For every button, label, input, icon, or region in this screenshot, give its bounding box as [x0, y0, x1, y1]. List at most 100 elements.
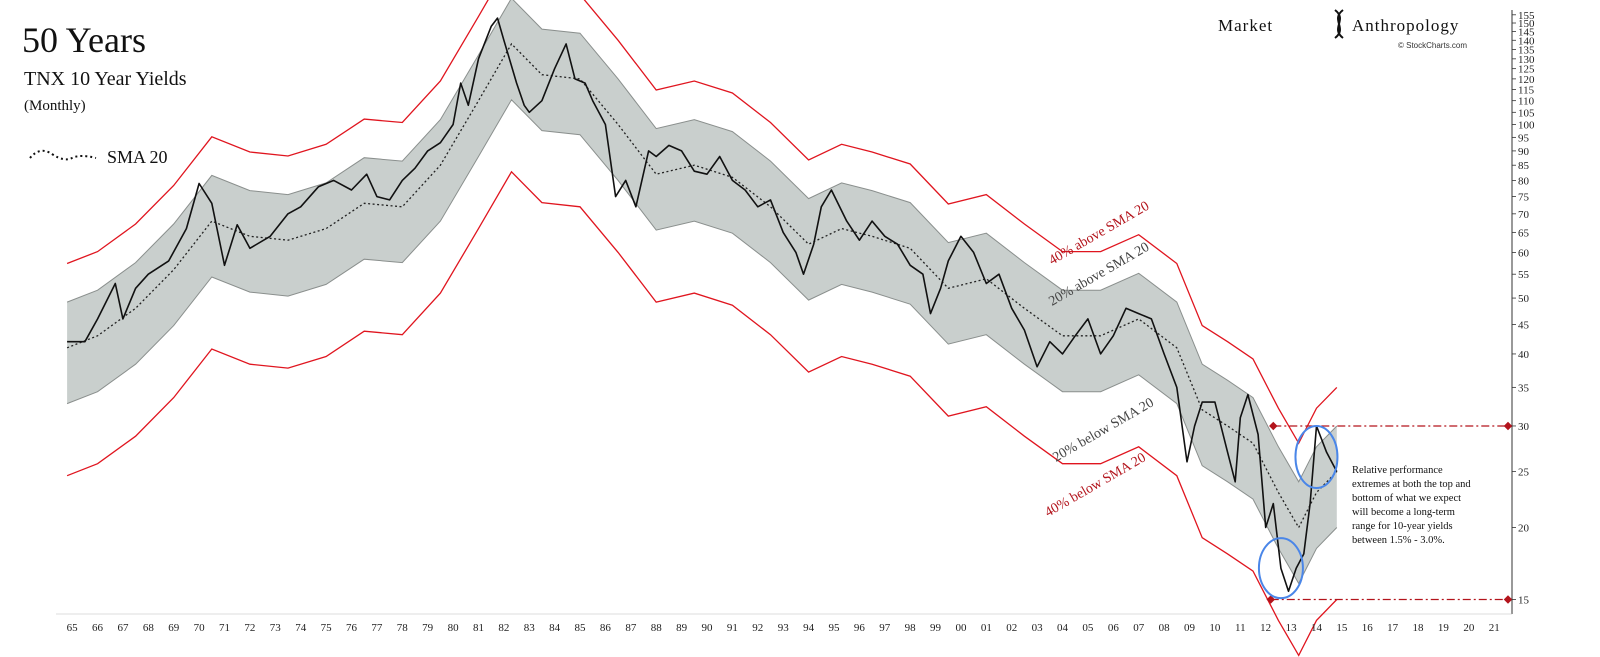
- y-tick-label: 50: [1518, 293, 1530, 305]
- x-tick-label: 88: [651, 622, 663, 634]
- y-tick-label: 35: [1518, 382, 1530, 394]
- x-tick-label: 85: [575, 622, 587, 634]
- x-tick-label: 87: [625, 622, 637, 634]
- x-tick-label: 89: [676, 622, 688, 634]
- y-tick-label: 100: [1518, 120, 1535, 132]
- x-tick-label: 79: [422, 622, 434, 634]
- y-tick-label: 70: [1518, 209, 1530, 221]
- annotation-line-1: Relative performance: [1352, 465, 1443, 476]
- x-tick-label: 19: [1438, 622, 1450, 634]
- brand-left: Market: [1218, 16, 1273, 35]
- reference-marker: [1266, 595, 1275, 604]
- x-tick-label: 75: [321, 622, 333, 634]
- y-tick-label: 20: [1518, 522, 1530, 534]
- y-tick-label: 80: [1518, 175, 1530, 187]
- y-tick-label: 75: [1518, 192, 1530, 204]
- x-tick-label: 71: [219, 622, 230, 634]
- x-tick-label: 99: [930, 622, 942, 634]
- x-tick-label: 15: [1336, 622, 1348, 634]
- y-tick-label: 135: [1518, 44, 1535, 56]
- x-tick-label: 11: [1235, 622, 1246, 634]
- y-tick-label: 45: [1518, 319, 1530, 331]
- x-tick-label: 12: [1260, 622, 1271, 634]
- y-tick-label: 140: [1518, 35, 1535, 47]
- y-tick-label: 145: [1518, 26, 1535, 38]
- plot-area: 1520253035404550556065707580859095100105…: [56, 0, 1535, 657]
- x-tick-label: 91: [727, 622, 738, 634]
- legend-sma-swatch: [29, 149, 97, 161]
- x-tick-label: 80: [448, 622, 460, 634]
- y-tick-label: 90: [1518, 146, 1530, 158]
- y-tick-label: 105: [1518, 107, 1535, 119]
- x-tick-label: 08: [1159, 622, 1171, 634]
- x-tick-label: 74: [295, 622, 307, 634]
- chart-frequency: (Monthly): [24, 98, 86, 114]
- x-tick-label: 73: [270, 622, 282, 634]
- x-tick-label: 65: [67, 622, 79, 634]
- highlight-circle: [1294, 425, 1339, 490]
- x-tick-label: 13: [1286, 622, 1298, 634]
- annotation-line-4: will become a long-term: [1352, 507, 1455, 518]
- x-tick-label: 06: [1108, 622, 1120, 634]
- band-40-above-line: [66, 0, 1338, 445]
- x-tick-label: 81: [473, 622, 484, 634]
- x-tick-label: 21: [1489, 622, 1500, 634]
- x-tick-label: 94: [803, 622, 815, 634]
- chart-title: 50 Years: [22, 20, 146, 60]
- x-tick-label: 14: [1311, 622, 1323, 634]
- y-tick-label: 115: [1518, 85, 1535, 97]
- x-tick-label: 77: [371, 622, 383, 634]
- y-tick-label: 150: [1518, 18, 1535, 30]
- reference-marker: [1503, 595, 1513, 604]
- y-tick-label: 15: [1518, 595, 1530, 607]
- x-tick-label: 68: [143, 622, 155, 634]
- x-tick-label: 86: [600, 622, 612, 634]
- annotation-line-6: between 1.5% - 3.0%.: [1352, 535, 1445, 546]
- y-tick-label: 85: [1518, 160, 1530, 172]
- y-tick-label: 110: [1518, 96, 1535, 108]
- legend-sma-label: SMA 20: [107, 147, 168, 167]
- x-tick-label: 84: [549, 622, 561, 634]
- brand-right: Anthropology: [1352, 16, 1459, 35]
- tnx-price-line: [67, 17, 1338, 593]
- x-tick-label: 02: [1006, 622, 1017, 634]
- band-40-below-line: [66, 170, 1338, 657]
- x-tick-label: 83: [524, 622, 536, 634]
- dna-logo-icon: [1334, 9, 1344, 39]
- x-tick-label: 04: [1057, 622, 1069, 634]
- reference-marker: [1269, 421, 1278, 431]
- y-tick-label: 65: [1518, 227, 1530, 239]
- x-tick-label: 67: [117, 622, 129, 634]
- y-tick-label: 25: [1518, 467, 1530, 479]
- x-tick-label: 66: [92, 622, 104, 634]
- highlight-circle: [1257, 537, 1304, 600]
- x-tick-label: 17: [1387, 622, 1399, 634]
- x-tick-label: 96: [854, 622, 866, 634]
- x-tick-label: 98: [905, 622, 917, 634]
- y-tick-label: 55: [1518, 269, 1530, 281]
- x-tick-label: 76: [346, 622, 358, 634]
- annotation-line-2: extremes at both the top and: [1352, 479, 1471, 490]
- annotation-line-5: range for 10-year yields: [1352, 521, 1453, 532]
- reference-marker: [1503, 421, 1513, 431]
- x-tick-label: 82: [498, 622, 509, 634]
- x-tick-label: 05: [1082, 622, 1094, 634]
- x-tick-label: 69: [168, 622, 180, 634]
- x-tick-label: 03: [1032, 622, 1044, 634]
- x-tick-label: 70: [194, 622, 206, 634]
- x-tick-label: 95: [828, 622, 840, 634]
- band-20-fill: [67, 0, 1337, 584]
- x-tick-label: 01: [981, 622, 992, 634]
- x-tick-label: 07: [1133, 622, 1145, 634]
- y-tick-label: 125: [1518, 64, 1535, 76]
- x-tick-label: 78: [397, 622, 409, 634]
- x-tick-label: 20: [1463, 622, 1475, 634]
- y-tick-label: 120: [1518, 74, 1535, 86]
- y-tick-label: 95: [1518, 132, 1530, 144]
- x-tick-label: 97: [879, 622, 891, 634]
- y-tick-label: 60: [1518, 247, 1530, 259]
- x-tick-label: 09: [1184, 622, 1196, 634]
- annotation-line-3: bottom of what we expect: [1352, 493, 1461, 504]
- x-tick-label: 16: [1362, 622, 1374, 634]
